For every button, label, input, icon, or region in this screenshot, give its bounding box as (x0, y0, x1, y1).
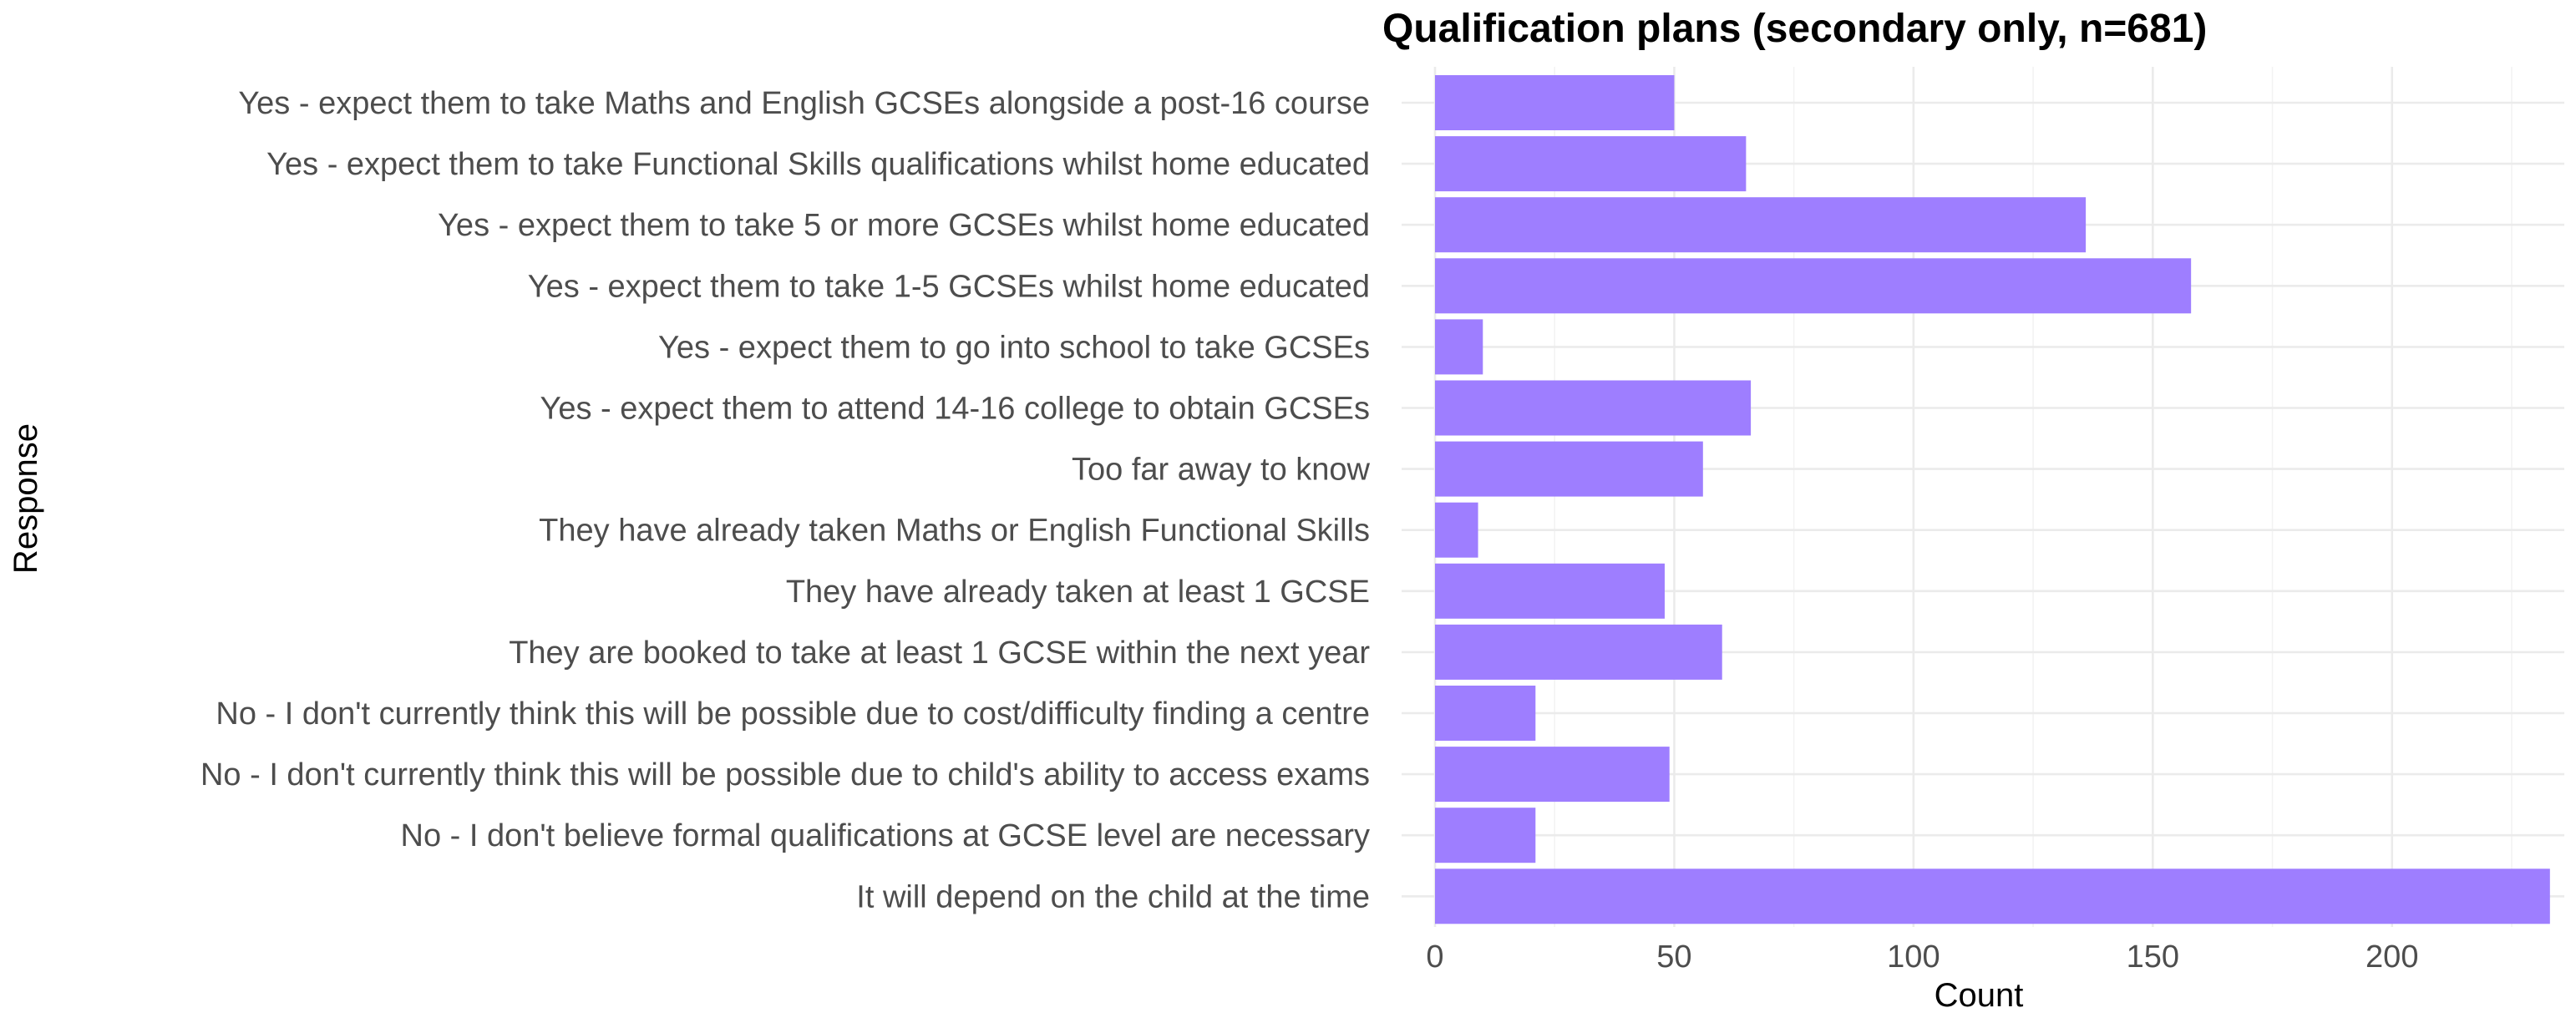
category-label: They have already taken Maths or English… (539, 514, 1370, 549)
bars (1435, 75, 2550, 924)
category-label: No - I don't believe formal qualificatio… (401, 818, 1370, 853)
category-label: Too far away to know (1072, 453, 1371, 488)
category-label: Yes - expect them to take Functional Ski… (266, 147, 1370, 182)
x-axis-title: Count (1935, 977, 2024, 1014)
category-label: Yes - expect them to go into school to t… (658, 330, 1370, 365)
bar (1435, 319, 1483, 375)
category-label: No - I don't currently think this will b… (216, 696, 1370, 732)
bar (1435, 75, 1675, 130)
bar (1435, 136, 1747, 192)
bar (1435, 686, 1536, 741)
x-tick-label: 100 (1887, 939, 1940, 975)
category-label: Yes - expect them to take 1-5 GCSEs whil… (528, 269, 1370, 304)
chart-title: Qualification plans (secondary only, n=6… (1382, 7, 2207, 51)
category-label: They have already taken at least 1 GCSE (786, 575, 1370, 610)
x-tick-label: 50 (1656, 939, 1691, 975)
x-tick-labels: 0 50 100 150 200 (1426, 939, 2418, 975)
bar (1435, 197, 2087, 253)
bar (1435, 624, 1722, 680)
category-labels: Yes - expect them to take Maths and Engl… (200, 86, 1371, 914)
bar (1435, 563, 1665, 619)
category-label: They are booked to take at least 1 GCSE … (509, 636, 1370, 671)
bar (1435, 868, 2550, 924)
category-label: Yes - expect them to attend 14-16 colleg… (540, 392, 1370, 427)
bar (1435, 258, 2192, 314)
bar (1435, 441, 1703, 497)
bar (1435, 808, 1536, 863)
category-label: Yes - expect them to take Maths and Engl… (238, 86, 1370, 121)
bar (1435, 502, 1478, 558)
category-label: It will depend on the child at the time (856, 879, 1370, 914)
x-tick-label: 200 (2366, 939, 2418, 975)
bar (1435, 380, 1752, 436)
bar (1435, 747, 1670, 803)
x-tick-label: 0 (1426, 939, 1443, 975)
category-label: No - I don't currently think this will b… (200, 757, 1370, 793)
category-label: Yes - expect them to take 5 or more GCSE… (438, 208, 1370, 243)
x-tick-label: 150 (2127, 939, 2179, 975)
y-axis-title: Response (8, 423, 44, 574)
